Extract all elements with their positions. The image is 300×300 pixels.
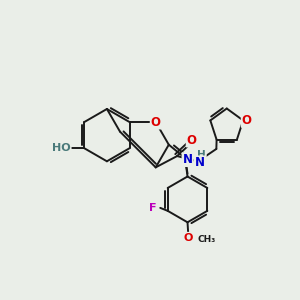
Text: HO: HO [52, 143, 71, 153]
Text: O: O [242, 114, 252, 127]
Text: H: H [197, 150, 206, 160]
Text: N: N [194, 156, 204, 170]
Text: O: O [187, 134, 197, 146]
Text: N: N [182, 153, 193, 166]
Text: O: O [151, 116, 161, 129]
Text: O: O [183, 233, 193, 243]
Text: CH₃: CH₃ [197, 235, 215, 244]
Text: F: F [149, 203, 157, 213]
